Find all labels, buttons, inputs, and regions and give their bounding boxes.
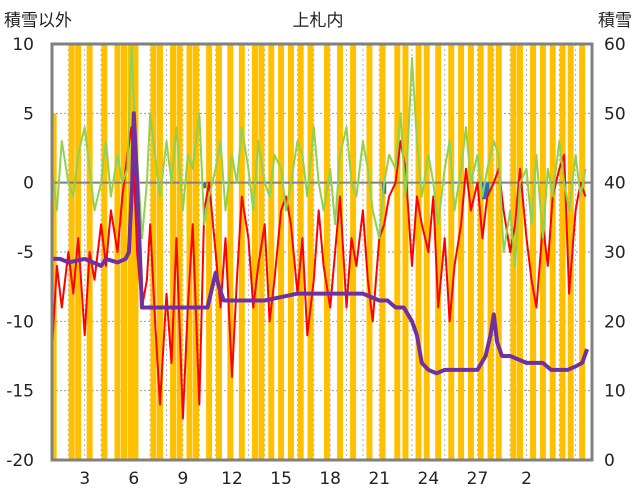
y-right-tick-label: 20 bbox=[604, 312, 626, 332]
precip-bar bbox=[227, 44, 234, 460]
precip-bar bbox=[477, 44, 484, 460]
x-tick-label: 18 bbox=[319, 469, 341, 489]
plot-frame bbox=[50, 42, 594, 462]
y-left-tick-label: 0 bbox=[23, 174, 34, 194]
x-tick-label: 21 bbox=[368, 469, 390, 489]
x-tick-label: 9 bbox=[177, 469, 188, 489]
precip-bar bbox=[206, 44, 213, 460]
precip-bar bbox=[307, 44, 314, 460]
precip-bar bbox=[287, 44, 294, 460]
x-tick-label: 12 bbox=[221, 469, 243, 489]
precip-bar bbox=[567, 44, 574, 460]
y-right-tick-label: 60 bbox=[604, 35, 626, 55]
precip-bar bbox=[121, 44, 127, 460]
y-left-tick-label: -20 bbox=[6, 451, 34, 471]
precip-bar bbox=[530, 44, 537, 460]
x-tick-label: 24 bbox=[418, 469, 440, 489]
blue-bar bbox=[485, 182, 490, 197]
precip-bar bbox=[268, 44, 275, 460]
precip-bar bbox=[394, 44, 401, 460]
y-right-tick-label: 10 bbox=[604, 382, 626, 402]
y-right-tick-label: 0 bbox=[604, 451, 615, 471]
x-tick-label: 27 bbox=[467, 469, 489, 489]
precip-bar bbox=[50, 113, 57, 460]
precip-bar bbox=[157, 44, 163, 460]
chart-title: 上札内 bbox=[292, 11, 344, 31]
x-tick-label: 15 bbox=[270, 469, 292, 489]
left-axis-title: 積雪以外 bbox=[4, 11, 72, 31]
precip-bar bbox=[549, 44, 556, 460]
precip-bar bbox=[517, 44, 523, 460]
precip-bar bbox=[415, 44, 422, 460]
precip-bar bbox=[559, 44, 566, 460]
y-left-tick-label: 5 bbox=[23, 104, 34, 124]
precip-bar bbox=[448, 44, 455, 460]
precip-bar bbox=[435, 44, 442, 460]
precip-bar bbox=[487, 44, 494, 460]
precip-bar bbox=[150, 44, 157, 460]
precip-bar bbox=[215, 44, 222, 460]
precip-bar bbox=[258, 44, 265, 460]
precip-bar bbox=[579, 44, 586, 460]
precip-bar bbox=[176, 44, 183, 460]
y-left-tick-label: -15 bbox=[6, 382, 34, 402]
precip-bar bbox=[132, 44, 139, 460]
y-right-tick-label: 50 bbox=[604, 104, 626, 124]
precip-bar bbox=[251, 44, 258, 460]
precip-bar bbox=[423, 44, 430, 460]
precip-bar bbox=[186, 44, 193, 460]
precip-bar bbox=[402, 44, 409, 460]
precip-bar bbox=[366, 44, 373, 460]
precip-bar bbox=[539, 44, 546, 460]
right-axis-title: 積雪 bbox=[598, 11, 632, 31]
blue-bar bbox=[202, 182, 207, 189]
precip-bar bbox=[68, 44, 75, 460]
precip-bar bbox=[238, 44, 245, 460]
x-tick-label: 2 bbox=[521, 469, 532, 489]
precip-bar bbox=[467, 44, 474, 460]
y-right-tick-label: 40 bbox=[604, 174, 626, 194]
precip-bar bbox=[170, 44, 177, 460]
precip-bar bbox=[379, 44, 386, 460]
y-right-tick-label: 30 bbox=[604, 243, 626, 263]
y-left-tick-label: -10 bbox=[6, 312, 34, 332]
y-left-tick-label: 10 bbox=[12, 35, 34, 55]
snow_depth-line bbox=[52, 111, 589, 376]
precip-bar bbox=[278, 44, 285, 460]
x-tick-label: 3 bbox=[79, 469, 90, 489]
precip-bar bbox=[458, 44, 465, 460]
x-tick-label: 6 bbox=[128, 469, 139, 489]
temperature-line bbox=[51, 126, 587, 420]
precip-bar bbox=[193, 44, 199, 460]
precip-bar bbox=[337, 44, 343, 460]
precip-bar bbox=[495, 44, 502, 460]
y-left-tick-label: -5 bbox=[17, 243, 34, 263]
precip-bar bbox=[323, 44, 330, 460]
